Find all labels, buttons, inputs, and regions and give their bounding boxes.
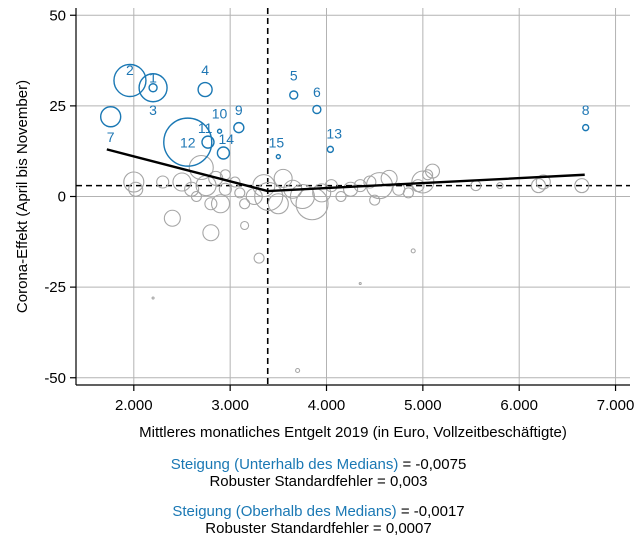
- x-axis-title: Mittleres monatliches Entgelt 2019 (in E…: [139, 424, 567, 441]
- background-point: [295, 367, 301, 374]
- background-point: [252, 174, 276, 198]
- highlighted-point-13: [326, 145, 335, 154]
- highlighted-point-4: [197, 81, 213, 98]
- slope-above-value: = -0,0017: [396, 503, 465, 520]
- background-point: [358, 281, 362, 286]
- background-point: [218, 182, 232, 196]
- trend-line-group: [106, 148, 585, 193]
- point-label-13: 13: [326, 126, 342, 142]
- y-tick-label: 0: [58, 189, 66, 206]
- background-point: [204, 197, 218, 211]
- background-point: [369, 194, 381, 206]
- x-tick-label: 5.000: [404, 397, 442, 414]
- highlighted-point-3: [148, 83, 158, 93]
- background-point: [343, 181, 359, 197]
- point-label-12: 12: [180, 135, 196, 151]
- background-point: [234, 187, 246, 199]
- background-point: [530, 178, 547, 194]
- highlighted-point-7: [99, 106, 122, 128]
- background-point: [128, 181, 144, 197]
- y-tick-label: -50: [44, 370, 66, 387]
- slope-below-value: = -0,0075: [398, 456, 467, 473]
- highlighted-point-15: [275, 153, 282, 160]
- highlighted-point-12: [163, 117, 213, 167]
- point-label-5: 5: [290, 68, 298, 84]
- trend-line: [106, 148, 585, 193]
- x-tick-label: 2.000: [115, 397, 153, 414]
- background-point: [289, 183, 315, 210]
- y-tick-label: 50: [49, 7, 66, 24]
- point-label-10: 10: [212, 106, 228, 122]
- background-point: [574, 178, 590, 194]
- x-tick-label: 4.000: [308, 397, 346, 414]
- point-label-3: 3: [149, 102, 157, 118]
- background-point: [253, 252, 265, 264]
- background-point: [123, 171, 145, 193]
- highlighted-point-5: [289, 90, 299, 100]
- highlighted-point-10: [216, 128, 223, 134]
- point-label-1: 1: [149, 69, 157, 85]
- background-point: [335, 190, 347, 203]
- background-point: [239, 198, 251, 210]
- highlighted-point-6: [312, 104, 322, 115]
- background-point: [190, 190, 202, 203]
- slope-annotation-below: Steigung (Unterhalb des Medians) = -0,00…: [0, 456, 637, 490]
- point-label-2: 2: [126, 62, 134, 78]
- slope-below-label: Steigung (Unterhalb des Medians): [170, 456, 399, 473]
- background-point: [312, 183, 332, 203]
- axes: 2.000 3.000 4.000 5.000 6.000 7.00050250-25-5…: [44, 7, 634, 414]
- slope-annotation-above: Steigung (Oberhalb des Medians) = -0,001…: [0, 503, 637, 537]
- stderr-above: Robuster Standardfehler = 0,0007: [205, 520, 432, 537]
- point-label-15: 15: [269, 135, 285, 151]
- background-point: [202, 224, 220, 242]
- background-point: [410, 248, 416, 254]
- background-points: [123, 154, 590, 374]
- background-point: [363, 175, 377, 189]
- background-point: [254, 181, 284, 212]
- highlighted-point-2: [113, 63, 147, 98]
- background-point: [424, 163, 441, 179]
- point-label-7: 7: [107, 129, 115, 145]
- background-point: [273, 168, 293, 188]
- y-tick-label: -25: [44, 279, 66, 296]
- background-point: [535, 174, 551, 190]
- background-point: [151, 296, 155, 300]
- x-tick-label: 3.000: [211, 397, 249, 414]
- slope-above-label: Steigung (Oberhalb des Medians): [172, 503, 397, 520]
- background-point: [402, 187, 414, 199]
- background-point: [188, 154, 214, 181]
- stderr-below: Robuster Standardfehler = 0,003: [209, 473, 428, 490]
- background-point: [210, 194, 231, 214]
- highlighted-point-8: [581, 123, 590, 132]
- point-label-9: 9: [235, 102, 243, 118]
- y-axis-title: Corona-Effekt (April bis November): [14, 80, 31, 313]
- background-point: [267, 193, 289, 215]
- x-tick-label: 6.000: [500, 397, 538, 414]
- point-label-14: 14: [219, 131, 235, 147]
- highlighted-point-1: [138, 73, 168, 103]
- background-point: [240, 220, 250, 231]
- point-label-8: 8: [582, 102, 590, 118]
- point-label-4: 4: [201, 62, 209, 78]
- background-point: [496, 182, 504, 190]
- background-point: [380, 169, 398, 187]
- background-point: [422, 169, 434, 181]
- background-point: [163, 209, 181, 227]
- background-point: [324, 179, 338, 193]
- y-tick-label: 25: [49, 98, 66, 115]
- highlighted-point-11: [201, 135, 215, 149]
- x-tick-label: 7.000: [597, 397, 635, 414]
- highlighted-point-14: [216, 146, 231, 160]
- point-label-6: 6: [313, 84, 321, 100]
- background-point: [156, 175, 170, 189]
- highlighted-point-9: [233, 121, 245, 134]
